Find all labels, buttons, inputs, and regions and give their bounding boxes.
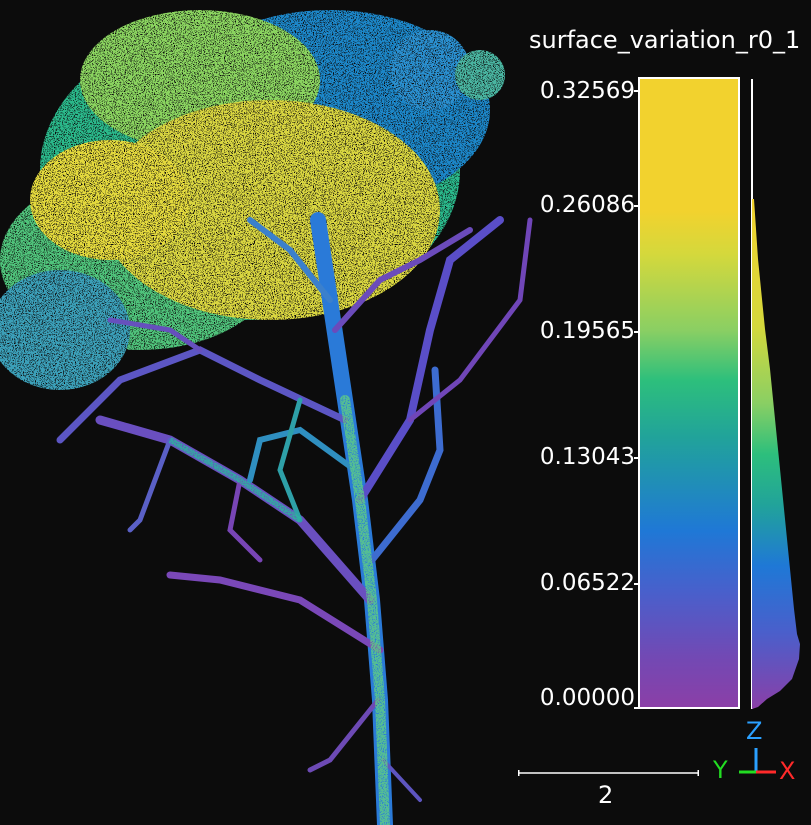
orientation-axes [739,748,776,774]
axis-y-label: Y [713,756,728,784]
tick-mark [634,583,640,585]
scale-bar-label: 2 [598,781,614,809]
scale-bar [518,770,699,776]
tick-label-min: 0.00000 [539,685,635,711]
tick-mark [634,331,640,333]
tick-mark [634,205,640,207]
tick-mark [634,707,640,709]
scalar-field-title: surface_variation_r0_1 [529,26,801,54]
tick-label: 0.06522 [539,570,635,596]
tick-label: 0.19565 [539,318,635,344]
tick-label-max: 0.32569 [539,78,635,104]
tick-label: 0.26086 [539,192,635,218]
point-cloud-tree [0,10,533,825]
tick-label: 0.13043 [539,444,635,470]
tick-mark [634,457,640,459]
axis-z-label: Z [746,717,763,745]
color-scale-bar [638,77,740,709]
value-histogram [752,199,800,709]
tick-mark [634,90,640,92]
axis-x-label: X [779,757,796,785]
